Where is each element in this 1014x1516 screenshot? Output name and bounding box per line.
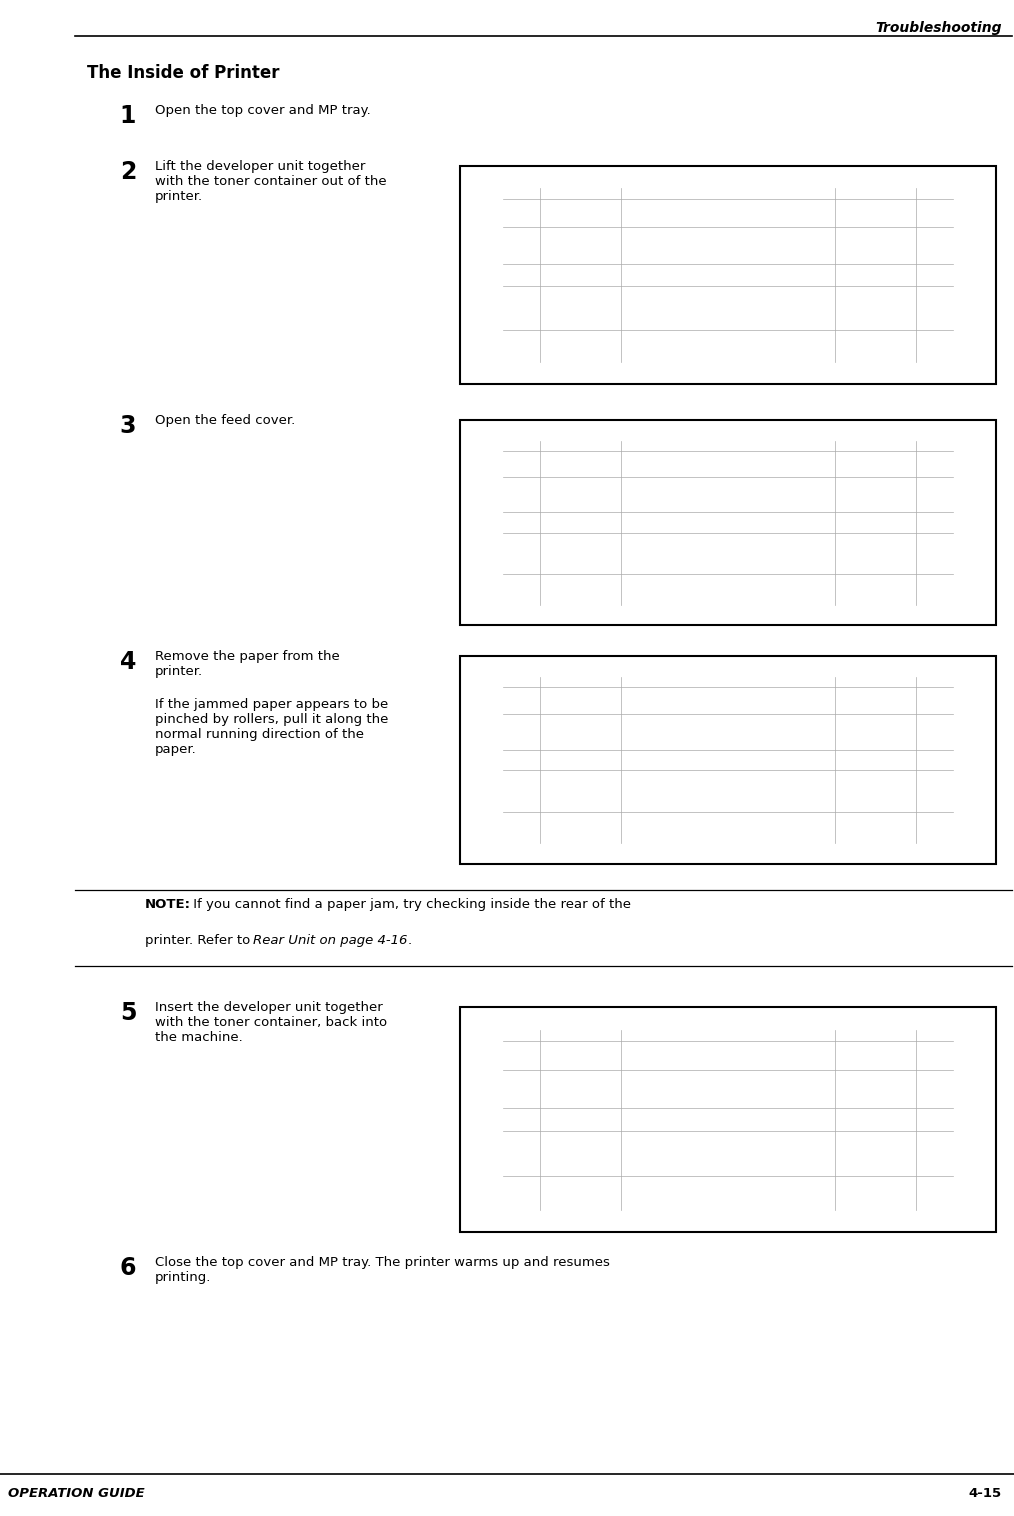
Text: If the jammed paper appears to be
pinched by rollers, pull it along the
normal r: If the jammed paper appears to be pinche… — [155, 697, 388, 756]
Text: 2: 2 — [120, 161, 136, 183]
Bar — [460, 1007, 996, 1233]
Text: printer. Refer to: printer. Refer to — [145, 934, 255, 948]
Text: Troubleshooting: Troubleshooting — [875, 21, 1002, 35]
Text: If you cannot find a paper jam, try checking inside the rear of the: If you cannot find a paper jam, try chec… — [189, 897, 631, 911]
Bar — [460, 656, 996, 864]
Text: The Inside of Printer: The Inside of Printer — [87, 64, 280, 82]
Text: NOTE:: NOTE: — [145, 897, 191, 911]
Text: Insert the developer unit together
with the toner container, back into
the machi: Insert the developer unit together with … — [155, 1001, 387, 1045]
Text: Open the feed cover.: Open the feed cover. — [155, 414, 295, 428]
Text: Open the top cover and MP tray.: Open the top cover and MP tray. — [155, 105, 371, 117]
Text: Close the top cover and MP tray. The printer warms up and resumes
printing.: Close the top cover and MP tray. The pri… — [155, 1255, 609, 1284]
Text: Rear Unit on page 4-16: Rear Unit on page 4-16 — [254, 934, 408, 948]
Bar — [460, 165, 996, 384]
Text: 4: 4 — [120, 650, 136, 675]
Bar — [460, 420, 996, 625]
Text: OPERATION GUIDE: OPERATION GUIDE — [8, 1487, 145, 1499]
Text: Lift the developer unit together
with the toner container out of the
printer.: Lift the developer unit together with th… — [155, 161, 386, 203]
Text: 1: 1 — [120, 105, 136, 127]
Text: Remove the paper from the
printer.: Remove the paper from the printer. — [155, 650, 340, 678]
Text: .: . — [408, 934, 412, 948]
Text: 6: 6 — [120, 1255, 136, 1280]
Text: 5: 5 — [120, 1001, 136, 1025]
Text: 3: 3 — [120, 414, 136, 438]
Text: 4-15: 4-15 — [968, 1487, 1002, 1499]
